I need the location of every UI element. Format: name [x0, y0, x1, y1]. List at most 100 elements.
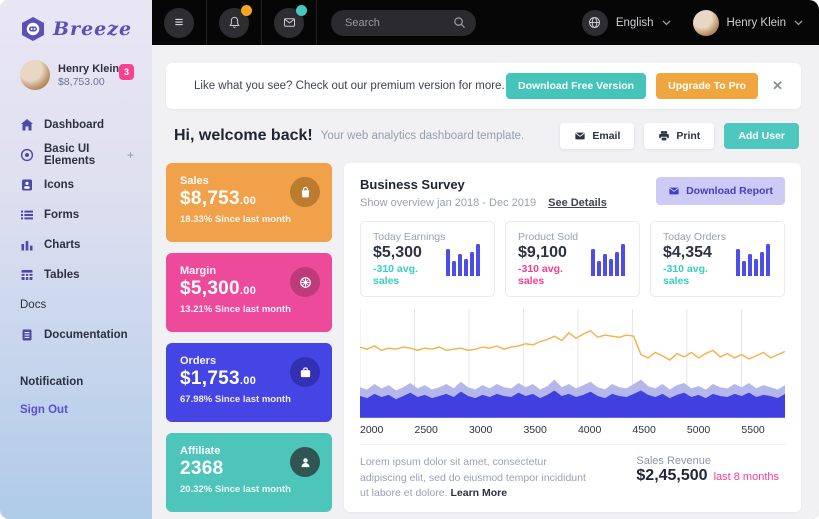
sidebar-item-tables[interactable]: Tables	[20, 260, 152, 290]
envelope-icon	[283, 18, 295, 27]
user-menu-label[interactable]: Henry Klein	[726, 16, 786, 29]
survey-header: Business Survey Show overview jan 2018 -…	[360, 177, 785, 209]
search-icon	[454, 16, 465, 28]
sidebar-item-documentation[interactable]: Documentation	[20, 320, 152, 350]
search-input[interactable]	[331, 9, 476, 36]
stat-value: $5,300.00	[180, 278, 257, 299]
page-title: Hi, welcome back!	[174, 127, 313, 144]
stat-change: 18.33% Since last month	[180, 214, 291, 225]
sidebar-item-label: Tables	[44, 269, 80, 281]
x-axis-tick-label: 3500	[523, 423, 547, 436]
email-button[interactable]: Email	[560, 123, 635, 149]
stat-card-margin[interactable]: Margin $5,300.00 13.21% Since last month	[166, 253, 332, 332]
stat-card-sales[interactable]: Sales $8,753.00 18.33% Since last month	[166, 163, 332, 242]
survey-chart	[360, 309, 785, 418]
page-subtitle: Your web analytics dashboard template.	[320, 130, 525, 142]
x-axis-tick-label: 3000	[468, 423, 493, 436]
target-icon	[20, 148, 34, 162]
sidebar-signout-link[interactable]: Sign Out	[20, 404, 68, 416]
envelope-icon	[669, 187, 679, 195]
sidebar-item-basic-ui-elements[interactable]: Basic UI Elements +	[20, 140, 152, 170]
stat-card-affiliate[interactable]: Affiliate 2368 20.32% Since last month	[166, 433, 332, 512]
sidebar-item-charts[interactable]: Charts	[20, 230, 152, 260]
top-navbar: ≡ English Henry Klein	[152, 0, 819, 45]
person-icon	[290, 447, 320, 477]
x-axis-tick-label: 5000	[686, 423, 711, 436]
message-badge	[296, 4, 307, 16]
mini-stats-row: Today Earnings $5,300 -310 avg. sales Pr…	[360, 221, 785, 297]
mini-card-today-earnings[interactable]: Today Earnings $5,300 -310 avg. sales	[360, 221, 495, 297]
sidebar-item-label: Charts	[44, 239, 81, 251]
profile-badge: 3	[118, 64, 134, 80]
header-actions: Email Print Add User	[560, 123, 799, 149]
close-icon[interactable]: ✕	[772, 78, 783, 93]
language-button[interactable]	[581, 9, 608, 36]
sidebar-item-icons[interactable]: Icons	[20, 170, 152, 200]
search	[331, 9, 476, 36]
menu-toggle-cell: ≡	[152, 0, 207, 45]
mini-bar-chart	[736, 242, 772, 276]
sidebar-profile[interactable]: Henry Klein $8,753.00 3	[20, 60, 152, 90]
stat-change: 13.21% Since last month	[180, 304, 291, 315]
stat-value: $1,753.00	[180, 368, 257, 389]
stat-value: $8,753.00	[180, 188, 257, 209]
mini-card-today-orders[interactable]: Today Orders $4,354 -310 avg. sales	[650, 221, 785, 297]
stat-card-orders[interactable]: Orders $1,753.00 67.98% Since last month	[166, 343, 332, 422]
language-label[interactable]: English	[615, 16, 654, 29]
navbar-right: English Henry Klein	[581, 9, 819, 36]
sidebar-item-dashboard[interactable]: Dashboard	[20, 110, 152, 140]
mini-card-product-sold[interactable]: Product Sold $9,100 -310 avg. sales	[505, 221, 640, 297]
download-report-button[interactable]: Download Report	[656, 177, 785, 205]
profile-name: Henry Klein	[58, 62, 120, 75]
stat-change: 67.98% Since last month	[180, 394, 291, 405]
envelope-icon	[575, 132, 586, 140]
sidebar-notification-link[interactable]: Notification	[20, 376, 84, 388]
sidebar-item-forms[interactable]: Forms	[20, 200, 152, 230]
email-button-label: Email	[592, 130, 621, 142]
shopping-bag-icon	[290, 177, 320, 207]
bell-icon	[228, 16, 240, 28]
menu-toggle-button[interactable]: ≡	[164, 7, 194, 38]
messages-button[interactable]	[274, 4, 307, 38]
learn-more-link[interactable]: Learn More	[450, 487, 508, 500]
notification-badge	[241, 4, 252, 16]
stat-label: Sales	[180, 175, 209, 187]
download-report-label: Download Report	[686, 185, 773, 197]
sidebar-section-docs: Docs	[20, 299, 47, 311]
sidebar-item-label: Documentation	[44, 329, 128, 341]
print-button[interactable]: Print	[644, 123, 715, 149]
list-icon	[21, 210, 33, 220]
notifications-button[interactable]	[219, 4, 252, 38]
add-user-button[interactable]: Add User	[724, 123, 799, 149]
survey-subtitle: Show overview jan 2018 - Dec 2019	[360, 197, 537, 209]
logo[interactable]: Breeze	[20, 16, 152, 42]
printer-icon	[659, 131, 670, 142]
expand-plus-icon[interactable]: +	[126, 148, 134, 162]
promo-banner: Like what you see? Check out our premium…	[166, 63, 801, 109]
survey-title: Business Survey	[360, 177, 465, 192]
main-content: Like what you see? Check out our premium…	[152, 45, 819, 519]
stat-label: Orders	[180, 355, 217, 367]
download-free-version-button[interactable]: Download Free Version	[505, 73, 647, 99]
chart-x-axis: 2000 2500 3000 3500 4000 4500 5000 5500	[360, 422, 785, 438]
promo-text: Like what you see? Check out our premium…	[194, 80, 505, 92]
print-button-label: Print	[676, 130, 701, 142]
revenue-label: Sales Revenue	[636, 454, 711, 467]
sales-revenue: Sales Revenue $2,45,500 last 8 months	[636, 455, 785, 485]
mini-label: Product Sold	[518, 231, 579, 243]
content-row: Sales $8,753.00 18.33% Since last month …	[166, 163, 801, 512]
avatar	[20, 60, 50, 90]
sidebar: Breeze Henry Klein $8,753.00 3 Dashboard…	[0, 0, 152, 519]
sidebar-item-label: Icons	[44, 179, 75, 191]
see-details-link[interactable]: See Details	[548, 197, 607, 209]
x-axis-tick-label: 4000	[577, 423, 602, 436]
table-icon	[21, 270, 33, 280]
mini-note: -310 avg. sales	[518, 263, 563, 287]
upgrade-to-pro-button[interactable]: Upgrade To Pro	[656, 73, 759, 99]
mini-value: $4,354	[663, 244, 712, 261]
avatar[interactable]	[692, 9, 719, 36]
mini-bar-chart	[446, 242, 482, 276]
briefcase-icon	[290, 357, 320, 387]
chevron-down-icon	[662, 20, 671, 25]
mini-value: $9,100	[518, 244, 567, 261]
